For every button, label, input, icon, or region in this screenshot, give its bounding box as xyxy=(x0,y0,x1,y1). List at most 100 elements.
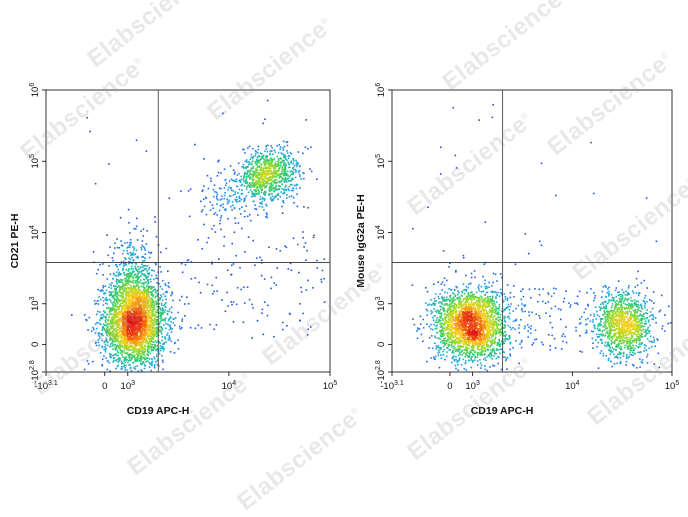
event-dot xyxy=(136,250,138,252)
event-dot xyxy=(507,306,509,308)
event-dot xyxy=(137,239,139,241)
event-dot xyxy=(186,297,188,299)
event-dot xyxy=(144,368,146,370)
event-dot xyxy=(271,147,273,149)
event-dot xyxy=(226,292,228,294)
event-dot xyxy=(277,194,279,196)
event-dot xyxy=(239,189,241,191)
event-dot xyxy=(108,265,110,267)
event-dot xyxy=(521,340,523,342)
event-dot xyxy=(431,335,433,337)
event-dot xyxy=(283,202,285,204)
event-dot xyxy=(231,304,233,306)
event-dot xyxy=(305,119,307,121)
event-dot xyxy=(154,324,156,326)
event-dot xyxy=(152,303,154,305)
event-dot xyxy=(134,266,136,268)
event-dot xyxy=(132,302,134,304)
event-dot xyxy=(530,328,532,330)
event-dot xyxy=(119,305,121,307)
event-dot xyxy=(133,317,135,319)
event-dot xyxy=(605,296,607,298)
event-dot xyxy=(139,317,141,319)
event-dot xyxy=(210,178,212,180)
event-dot xyxy=(453,107,455,109)
event-dot xyxy=(266,212,268,214)
event-dot xyxy=(150,343,152,345)
event-dot xyxy=(305,242,307,244)
event-dot xyxy=(206,242,208,244)
event-dot xyxy=(98,342,100,344)
event-dot xyxy=(125,309,127,311)
event-dot xyxy=(140,230,142,232)
event-dot xyxy=(267,151,269,153)
event-dot xyxy=(142,240,144,242)
event-dot xyxy=(160,286,162,288)
event-dot xyxy=(504,320,506,322)
event-dot xyxy=(240,289,242,291)
event-dot xyxy=(177,312,179,314)
event-dot xyxy=(252,307,254,309)
event-dot xyxy=(114,288,116,290)
event-dot xyxy=(245,161,247,163)
event-dot xyxy=(151,350,153,352)
event-dot xyxy=(152,307,154,309)
event-dot xyxy=(150,291,152,293)
event-dot xyxy=(151,333,153,335)
event-dot xyxy=(590,321,592,323)
event-dot xyxy=(256,193,258,195)
event-dot xyxy=(99,338,101,340)
event-dot xyxy=(562,341,564,343)
event-dot xyxy=(168,339,170,341)
event-dot xyxy=(496,358,498,360)
event-dot xyxy=(86,117,88,119)
event-dot xyxy=(121,308,123,310)
event-dot xyxy=(143,228,145,230)
event-dot xyxy=(170,351,172,353)
event-dot xyxy=(154,216,156,218)
event-dot xyxy=(281,169,283,171)
event-dot xyxy=(569,306,571,308)
event-dot xyxy=(150,318,152,320)
event-dot xyxy=(134,290,136,292)
event-dot xyxy=(162,299,164,301)
event-dot xyxy=(258,191,260,193)
event-dot xyxy=(577,296,579,298)
event-dot xyxy=(155,301,157,303)
event-dot xyxy=(207,284,209,286)
event-dot xyxy=(180,328,182,330)
event-dot xyxy=(455,155,457,157)
event-dot xyxy=(305,147,307,149)
event-dot xyxy=(651,346,653,348)
event-dot xyxy=(153,314,155,316)
event-dot xyxy=(243,177,245,179)
event-dot xyxy=(474,270,476,272)
event-dot xyxy=(274,166,276,168)
event-dot xyxy=(127,318,129,320)
event-dot xyxy=(162,280,164,282)
event-dot xyxy=(258,193,260,195)
event-dot xyxy=(136,226,138,228)
event-dot xyxy=(120,289,122,291)
event-dot xyxy=(242,193,244,195)
event-dot xyxy=(285,157,287,159)
event-dot xyxy=(625,364,627,366)
event-dot xyxy=(492,117,494,119)
event-dot xyxy=(167,333,169,335)
event-dot xyxy=(117,326,119,328)
event-dot xyxy=(269,162,271,164)
event-dot xyxy=(509,353,511,355)
event-dot xyxy=(560,319,562,321)
event-dot xyxy=(482,276,484,278)
event-dot xyxy=(152,269,154,271)
event-dot xyxy=(159,297,161,299)
event-dot xyxy=(285,177,287,179)
event-dot xyxy=(213,213,215,215)
event-dot xyxy=(459,359,461,361)
event-dot xyxy=(278,189,280,191)
event-dot xyxy=(495,274,497,276)
event-dot xyxy=(251,168,253,170)
event-dot xyxy=(119,291,121,293)
event-dot xyxy=(662,325,664,327)
event-dot xyxy=(128,314,130,316)
